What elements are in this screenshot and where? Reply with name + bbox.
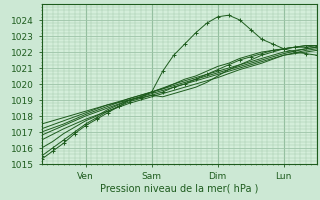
X-axis label: Pression niveau de la mer( hPa ): Pression niveau de la mer( hPa ): [100, 183, 258, 193]
